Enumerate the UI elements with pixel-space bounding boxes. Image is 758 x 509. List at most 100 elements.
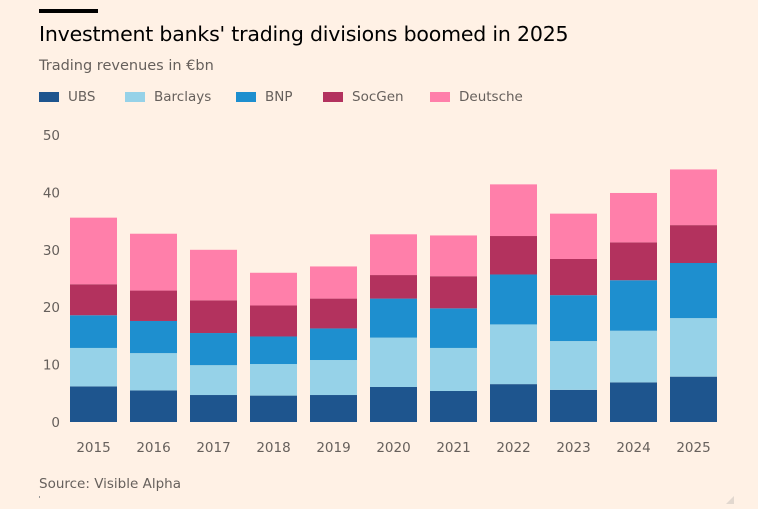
- bar-segment-ubs-2020: [370, 386, 417, 422]
- bar-segment-bnp-2016: [130, 320, 177, 354]
- y-tick-label: 0: [51, 415, 60, 431]
- footer-mark: [39, 496, 40, 498]
- bar-stack-2023: [550, 213, 597, 422]
- x-tick-label: 2015: [76, 440, 110, 456]
- bar-segment-deutsche-2018: [250, 272, 297, 306]
- bar-stack-2020: [370, 234, 417, 422]
- bar-segment-ubs-2019: [310, 395, 357, 422]
- bar-segment-deutsche-2016: [130, 233, 177, 291]
- x-tick-label: 2017: [196, 440, 230, 456]
- bar-segment-barclays-2017: [190, 365, 237, 396]
- legend-label: UBS: [68, 89, 96, 105]
- x-tick-label: 2020: [376, 440, 410, 456]
- bar-stack-2018: [250, 272, 297, 422]
- bar-segment-socgen-2020: [370, 275, 417, 299]
- bar-segment-bnp-2017: [190, 333, 237, 366]
- chart-subtitle: Trading revenues in €bn: [39, 58, 214, 74]
- bar-segment-barclays-2024: [610, 330, 657, 383]
- bar-segment-ubs-2024: [610, 382, 657, 422]
- legend-swatch: [236, 92, 256, 102]
- legend-item-ubs: UBS: [39, 89, 95, 105]
- legend-swatch: [125, 92, 145, 102]
- bar-segment-bnp-2025: [670, 263, 717, 319]
- bar-segment-socgen-2019: [310, 298, 357, 329]
- bar-segment-ubs-2016: [130, 390, 177, 422]
- x-tick-label: 2024: [616, 440, 650, 456]
- bar-stack-2015: [70, 217, 117, 422]
- legend-label: Deutsche: [459, 89, 523, 105]
- legend-label: Barclays: [154, 89, 212, 105]
- title-accent-bar: [39, 9, 98, 13]
- bar-segment-socgen-2021: [430, 276, 477, 309]
- bar-stack-2016: [130, 233, 177, 422]
- legend-label: SocGen: [352, 89, 404, 105]
- bar-segment-barclays-2021: [430, 347, 477, 392]
- bar-segment-bnp-2023: [550, 295, 597, 342]
- bar-segment-ubs-2017: [190, 395, 237, 422]
- bar-stack-2025: [670, 169, 717, 422]
- bar-segment-bnp-2019: [310, 328, 357, 361]
- bar-segment-deutsche-2021: [430, 235, 477, 277]
- bar-segment-bnp-2020: [370, 298, 417, 338]
- bar-segment-ubs-2021: [430, 391, 477, 422]
- legend-swatch: [39, 92, 59, 102]
- bar-segment-bnp-2024: [610, 280, 657, 331]
- x-tick-label: 2025: [676, 440, 710, 456]
- legend-swatch: [430, 92, 450, 102]
- bar-segment-socgen-2023: [550, 258, 597, 296]
- legend-item-socgen: SocGen: [323, 89, 404, 105]
- bar-segment-bnp-2021: [430, 308, 477, 348]
- chart-title: Investment banks' trading divisions boom…: [39, 22, 569, 46]
- bar-segment-socgen-2025: [670, 225, 717, 264]
- bar-stack-2024: [610, 192, 657, 422]
- bar-segment-barclays-2018: [250, 364, 297, 396]
- y-tick-label: 30: [43, 243, 60, 259]
- resize-handle[interactable]: [726, 496, 734, 504]
- bar-stack-2022: [490, 184, 537, 422]
- bar-segment-deutsche-2019: [310, 266, 357, 299]
- bar-stack-2019: [310, 266, 357, 422]
- bar-segment-barclays-2019: [310, 360, 357, 396]
- x-tick-label: 2023: [556, 440, 590, 456]
- y-tick-label: 10: [43, 358, 60, 374]
- bar-segment-bnp-2015: [70, 315, 117, 348]
- bar-segment-deutsche-2024: [610, 192, 657, 243]
- bar-stack-2017: [190, 249, 237, 422]
- bar-segment-deutsche-2022: [490, 184, 537, 237]
- bar-segment-socgen-2017: [190, 300, 237, 334]
- x-tick-label: 2022: [496, 440, 530, 456]
- bar-segment-barclays-2016: [130, 353, 177, 391]
- x-tick-label: 2018: [256, 440, 290, 456]
- bar-segment-deutsche-2020: [370, 234, 417, 276]
- bar-segment-socgen-2024: [610, 242, 657, 281]
- bar-segment-socgen-2016: [130, 290, 177, 321]
- y-tick-label: 20: [43, 300, 60, 316]
- legend-item-deutsche: Deutsche: [430, 89, 523, 105]
- bar-segment-ubs-2025: [670, 376, 717, 422]
- bar-segment-deutsche-2015: [70, 217, 117, 285]
- bar-segment-barclays-2025: [670, 318, 717, 377]
- bar-segment-socgen-2018: [250, 305, 297, 337]
- legend-label: BNP: [265, 89, 293, 105]
- bar-segment-ubs-2018: [250, 395, 297, 422]
- bar-segment-barclays-2020: [370, 337, 417, 387]
- x-tick-label: 2021: [436, 440, 470, 456]
- bar-segment-socgen-2015: [70, 284, 117, 316]
- source-note: Source: Visible Alpha: [39, 476, 181, 492]
- bar-segment-barclays-2015: [70, 347, 117, 387]
- x-tick-label: 2019: [316, 440, 350, 456]
- bar-segment-ubs-2015: [70, 386, 117, 422]
- x-tick-label: 2016: [136, 440, 170, 456]
- y-tick-label: 50: [43, 128, 60, 144]
- bar-segment-bnp-2018: [250, 336, 297, 365]
- bar-segment-barclays-2022: [490, 324, 537, 385]
- bar-segment-bnp-2022: [490, 274, 537, 325]
- bar-segment-ubs-2023: [550, 389, 597, 422]
- bar-segment-deutsche-2023: [550, 213, 597, 259]
- y-tick-label: 40: [43, 185, 60, 201]
- legend-swatch: [323, 92, 343, 102]
- bar-segment-socgen-2022: [490, 236, 537, 275]
- bar-segment-barclays-2023: [550, 341, 597, 390]
- bar-segment-deutsche-2017: [190, 249, 237, 301]
